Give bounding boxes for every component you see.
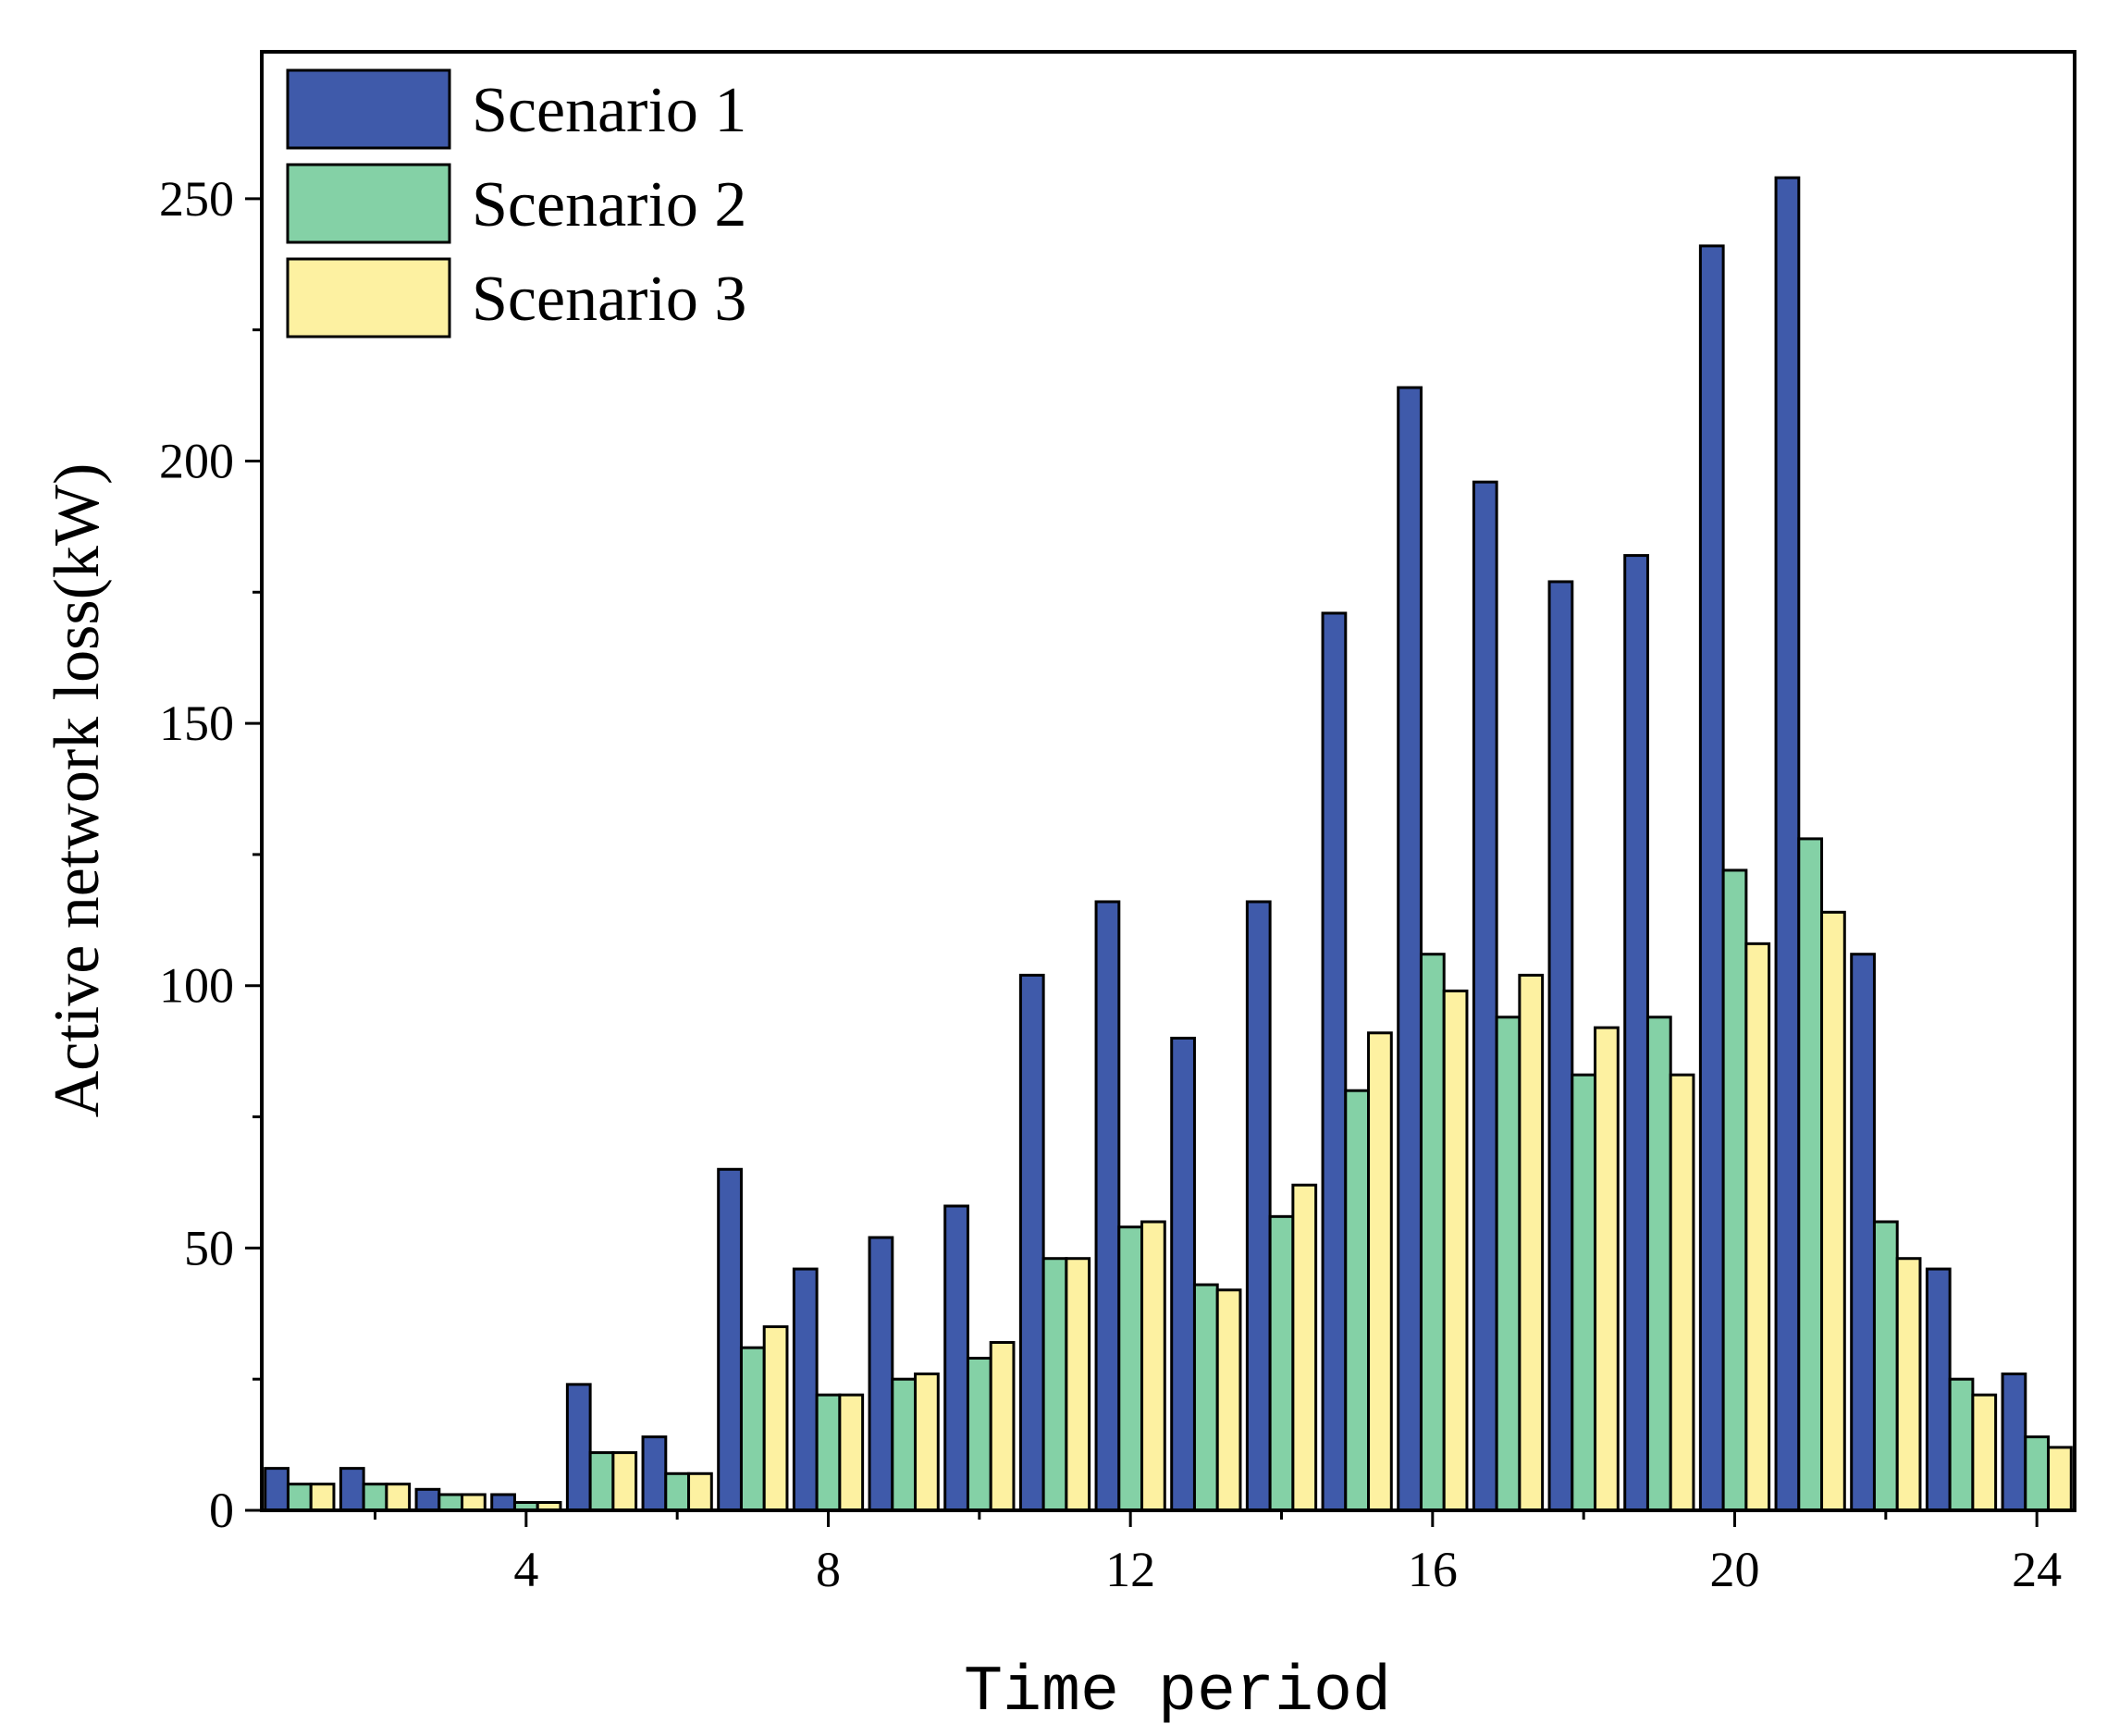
bar-s2-t5: [588, 1451, 615, 1512]
bar-s2-t11: [1041, 1257, 1068, 1512]
bar-s1-t12: [1094, 900, 1121, 1512]
bar-s3-t2: [385, 1483, 412, 1512]
bar-s3-t11: [1065, 1257, 1091, 1512]
bar-s3-t16: [1442, 989, 1469, 1512]
x-tick-label-20: 20: [1710, 1542, 1760, 1597]
bar-s3-t5: [611, 1451, 638, 1512]
y-axis-label: Active network loss(kW): [42, 463, 113, 1118]
bar-s1-t13: [1170, 1036, 1196, 1512]
bar-s2-t12: [1117, 1225, 1144, 1512]
bar-s1-t10: [943, 1204, 969, 1512]
x-tick-label-12: 12: [1105, 1542, 1155, 1597]
bar-s2-t19: [1645, 1016, 1672, 1512]
bar-s3-t14: [1291, 1183, 1318, 1512]
bar-s2-t17: [1495, 1016, 1522, 1512]
bar-s1-t4: [490, 1493, 516, 1512]
bar-s2-t18: [1571, 1073, 1597, 1512]
legend-label-s2: Scenario 2: [472, 169, 746, 240]
bar-s2-t6: [664, 1471, 691, 1512]
bar-s2-t22: [1872, 1220, 1899, 1512]
bar-s2-t16: [1419, 953, 1446, 1512]
legend-swatch-s2: [286, 163, 451, 244]
bar-s2-t2: [362, 1483, 388, 1512]
bar-s2-t15: [1344, 1089, 1371, 1512]
bar-s3-t23: [1971, 1393, 1998, 1512]
y-tick-label-50: 50: [184, 1220, 234, 1275]
bar-s3-t17: [1518, 973, 1545, 1512]
bar-s2-t9: [891, 1377, 918, 1512]
bar-s3-t10: [989, 1340, 1016, 1512]
legend: Scenario 1 Scenario 2 Scenario 3: [286, 68, 746, 339]
bar-s2-t14: [1268, 1214, 1295, 1512]
bar-s1-t1: [264, 1467, 290, 1512]
x-tick-label-24: 24: [2012, 1542, 2062, 1597]
bar-s1-t2: [339, 1467, 365, 1512]
y-tick-label-250: 250: [159, 171, 234, 227]
bar-s2-t13: [1192, 1283, 1219, 1512]
bar-s3-t20: [1744, 942, 1771, 1512]
bar-s3-t19: [1669, 1073, 1695, 1512]
bar-s1-t9: [868, 1236, 894, 1512]
bar-s3-t1: [309, 1483, 336, 1512]
legend-label-s1: Scenario 1: [472, 75, 746, 146]
x-tick-label-4: 4: [513, 1542, 538, 1597]
bar-s2-t10: [966, 1356, 992, 1512]
bar-s3-t24: [2047, 1446, 2073, 1512]
y-tick-label-100: 100: [159, 958, 234, 1014]
bar-s3-t8: [838, 1393, 865, 1512]
x-axis-label: Time period: [964, 1656, 1391, 1730]
bar-s3-t9: [914, 1373, 940, 1512]
bar-s1-t7: [717, 1167, 743, 1512]
bars-layer: [264, 176, 2073, 1512]
bar-s1-t15: [1321, 611, 1348, 1512]
bar-s2-t3: [437, 1493, 464, 1512]
bar-s2-t8: [815, 1393, 842, 1512]
bar-s1-t24: [2001, 1373, 2027, 1512]
ticks-layer: 0 50 100 150 200 250 4 8 12 16 20 24: [159, 171, 2062, 1597]
bar-s1-t21: [1774, 176, 1801, 1512]
legend-swatch-s3: [286, 257, 451, 339]
y-tick-label-200: 200: [159, 433, 234, 488]
bar-s3-t12: [1140, 1220, 1166, 1512]
bar-s3-t6: [687, 1471, 713, 1512]
bar-s3-t22: [1895, 1257, 1922, 1512]
bar-s2-t20: [1721, 868, 1748, 1512]
legend-swatch-s1: [286, 68, 451, 150]
bar-s3-t7: [762, 1324, 789, 1512]
bar-s2-t21: [1797, 837, 1824, 1512]
bar-s1-t18: [1547, 580, 1574, 1512]
bar-s1-t22: [1850, 953, 1876, 1512]
bar-s1-t3: [414, 1487, 441, 1512]
y-tick-label-0: 0: [209, 1483, 234, 1538]
bar-s1-t14: [1245, 900, 1272, 1512]
bar-s3-t13: [1215, 1288, 1242, 1512]
bar-s1-t17: [1472, 480, 1498, 1512]
x-tick-label-8: 8: [816, 1542, 841, 1597]
plot-frame: [260, 50, 2076, 1512]
bar-s2-t7: [739, 1346, 766, 1512]
bar-s3-t15: [1367, 1031, 1393, 1512]
bar-s3-t18: [1594, 1026, 1620, 1512]
bar-s3-t3: [461, 1493, 487, 1512]
bar-s1-t8: [792, 1267, 819, 1512]
bar-s1-t11: [1018, 973, 1045, 1512]
bar-s2-t24: [2024, 1435, 2051, 1512]
legend-label-s3: Scenario 3: [472, 264, 746, 335]
bar-s1-t16: [1397, 386, 1423, 1512]
y-tick-label-150: 150: [159, 696, 234, 751]
bar-s2-t23: [1948, 1377, 1975, 1512]
bar-s1-t19: [1623, 554, 1649, 1512]
bar-s3-t21: [1820, 910, 1846, 1512]
bar-s1-t5: [565, 1383, 592, 1512]
bar-s1-t23: [1925, 1267, 1952, 1512]
bar-s1-t20: [1698, 244, 1725, 1512]
x-tick-label-16: 16: [1408, 1542, 1458, 1597]
bar-s2-t1: [286, 1483, 313, 1512]
bar-s1-t6: [641, 1435, 668, 1512]
